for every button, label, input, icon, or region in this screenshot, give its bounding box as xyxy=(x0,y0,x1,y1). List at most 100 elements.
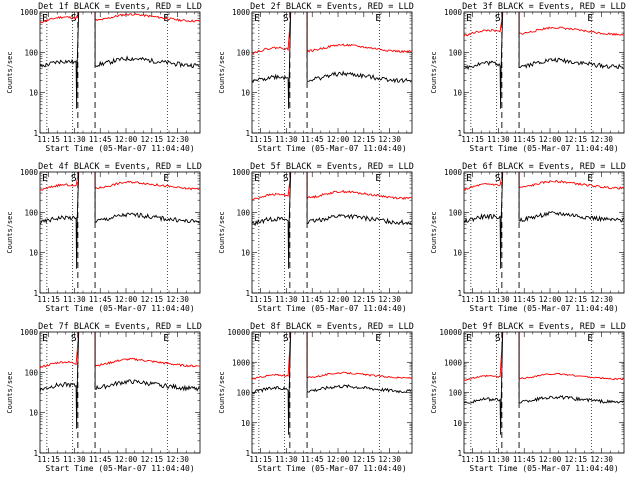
lld-series-line xyxy=(39,11,80,24)
events-series-line xyxy=(39,11,80,109)
lld-series-line xyxy=(463,171,504,192)
y-axis-label: Counts/sec xyxy=(218,51,226,93)
x-tick-label: 11:30 xyxy=(487,455,510,464)
y-tick-label: 1 xyxy=(33,289,38,298)
y-axis-label: Counts/sec xyxy=(218,371,226,413)
x-tick-label: 12:15 xyxy=(565,135,588,144)
plot-frame xyxy=(39,331,201,454)
x-tick-label: 11:30 xyxy=(487,295,510,304)
marker-label-s: S xyxy=(71,13,77,24)
x-tick-label: 12:15 xyxy=(353,295,376,304)
x-tick-label: 12:15 xyxy=(141,455,164,464)
marker-label-e2: E xyxy=(375,333,381,344)
y-tick-label: 10 xyxy=(29,409,39,418)
lld-series-line xyxy=(94,172,200,191)
panel-title: Det 6f BLACK = Events, RED = LLD xyxy=(462,162,626,172)
marker-label-e1: E xyxy=(42,173,48,184)
marker-label-e2: E xyxy=(587,333,593,344)
marker-label-s: S xyxy=(495,173,501,184)
y-tick-label: 1000 xyxy=(20,328,39,337)
y-axis-label: Counts/sec xyxy=(6,371,14,413)
lld-series-line xyxy=(251,11,292,55)
panel-title: Det 2f BLACK = Events, RED = LLD xyxy=(250,2,414,12)
y-tick-label: 1000 xyxy=(20,168,39,177)
plot-frame xyxy=(463,11,625,134)
x-tick-label: 11:45 xyxy=(513,135,536,144)
x-tick-label: 11:15 xyxy=(249,295,272,304)
x-tick-label: 11:30 xyxy=(487,135,510,144)
events-series-line xyxy=(306,12,412,84)
plot-frame xyxy=(463,171,625,294)
y-tick-label: 10 xyxy=(453,89,463,98)
lld-series-line xyxy=(251,171,292,201)
events-series-line xyxy=(39,331,80,429)
x-tick-label: 11:15 xyxy=(37,455,60,464)
y-tick-label: 100 xyxy=(236,48,250,57)
marker-label-e2: E xyxy=(163,173,169,184)
marker-label-e1: E xyxy=(466,13,472,24)
lld-series-line xyxy=(94,12,200,23)
marker-label-e1: E xyxy=(466,173,472,184)
y-tick-label: 1 xyxy=(33,449,38,458)
y-tick-label: 100 xyxy=(448,389,462,398)
events-series-line xyxy=(306,332,412,394)
x-tick-label: 12:30 xyxy=(590,295,613,304)
lld-series-line xyxy=(39,331,80,369)
x-axis-label: Start Time (05-Mar-07 11:04:40) xyxy=(469,304,618,313)
x-tick-label: 12:30 xyxy=(378,135,401,144)
x-axis-label: Start Time (05-Mar-07 11:04:40) xyxy=(469,144,618,153)
y-tick-label: 10 xyxy=(241,249,251,258)
panel-title: Det 5f BLACK = Events, RED = LLD xyxy=(250,162,414,172)
y-tick-label: 1 xyxy=(245,129,250,138)
x-axis-label: Start Time (05-Mar-07 11:04:40) xyxy=(257,144,406,153)
x-tick-label: 12:00 xyxy=(327,295,350,304)
x-tick-label: 12:30 xyxy=(378,455,401,464)
x-tick-label: 11:15 xyxy=(37,135,60,144)
x-tick-label: 11:45 xyxy=(513,295,536,304)
x-tick-label: 12:15 xyxy=(353,135,376,144)
marker-label-s: S xyxy=(495,333,501,344)
x-axis-label: Start Time (05-Mar-07 11:04:40) xyxy=(45,304,194,313)
chart-panel-8: Det 8f BLACK = Events, RED = LLD 1 10 100 10… xyxy=(218,322,414,473)
lld-series-line xyxy=(463,11,504,37)
y-tick-label: 1000 xyxy=(444,8,463,17)
x-tick-label: 12:30 xyxy=(590,135,613,144)
marker-label-e1: E xyxy=(42,13,48,24)
x-tick-label: 12:15 xyxy=(141,295,164,304)
x-tick-label: 11:45 xyxy=(89,455,112,464)
x-tick-label: 12:15 xyxy=(565,295,588,304)
y-tick-label: 100 xyxy=(236,208,250,217)
events-series-line xyxy=(251,331,292,435)
lld-series-line xyxy=(518,172,624,190)
x-tick-label: 12:30 xyxy=(590,455,613,464)
marker-label-e2: E xyxy=(375,173,381,184)
events-series-line xyxy=(518,12,624,69)
y-tick-label: 100 xyxy=(24,208,38,217)
x-tick-label: 11:45 xyxy=(301,295,324,304)
panel-title: Det 8f BLACK = Events, RED = LLD xyxy=(250,322,414,332)
x-tick-label: 11:30 xyxy=(63,455,86,464)
y-axis-label: Counts/sec xyxy=(430,51,438,93)
y-tick-label: 1000 xyxy=(232,168,251,177)
x-tick-label: 11:15 xyxy=(461,135,484,144)
marker-label-s: S xyxy=(495,13,501,24)
y-axis-label: Counts/sec xyxy=(430,371,438,413)
x-tick-label: 11:45 xyxy=(513,455,536,464)
y-tick-label: 1000 xyxy=(20,8,39,17)
x-tick-label: 11:30 xyxy=(63,295,86,304)
y-tick-label: 10 xyxy=(453,249,463,258)
x-axis-label: Start Time (05-Mar-07 11:04:40) xyxy=(45,464,194,473)
plot-frame xyxy=(251,11,413,134)
lld-series-line xyxy=(306,332,412,379)
y-tick-label: 1 xyxy=(33,129,38,138)
marker-label-e2: E xyxy=(375,13,381,24)
chart-panel-6: Det 6f BLACK = Events, RED = LLD 1 10 100 10… xyxy=(430,162,626,313)
x-tick-label: 11:30 xyxy=(63,135,86,144)
y-tick-label: 1000 xyxy=(232,8,251,17)
x-tick-label: 11:30 xyxy=(275,455,298,464)
lld-series-line xyxy=(251,331,292,380)
lld-series-line xyxy=(94,332,200,368)
chart-panel-1: Det 1f BLACK = Events, RED = LLD 1 10 100 10… xyxy=(6,2,202,153)
marker-label-e1: E xyxy=(42,333,48,344)
events-series-line xyxy=(94,12,200,69)
